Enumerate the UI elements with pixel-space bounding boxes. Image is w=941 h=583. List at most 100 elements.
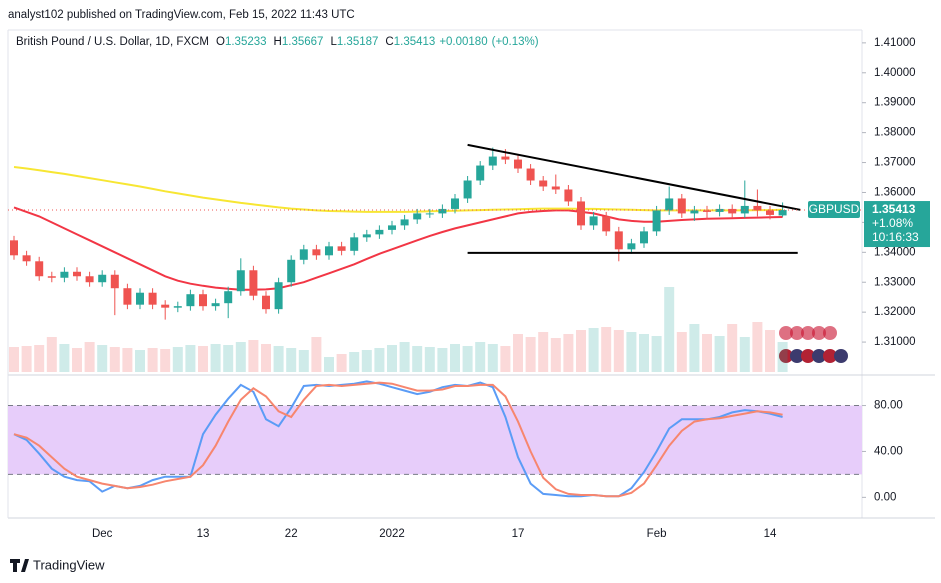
candle-body <box>388 225 396 230</box>
x-tick-label: 13 <box>197 528 210 540</box>
candle-body <box>98 274 107 283</box>
y-tick-label: 1.36000 <box>874 187 916 199</box>
y-tick-label: 1.32000 <box>874 306 916 318</box>
volume-bar <box>462 346 473 372</box>
candle-body <box>451 198 459 209</box>
volume-bar <box>374 348 385 372</box>
candle-body <box>287 259 296 283</box>
volume-bar <box>109 347 120 372</box>
candle-body <box>10 240 18 256</box>
candle-body <box>627 243 636 250</box>
trendline <box>467 143 801 211</box>
volume-bar <box>613 330 624 372</box>
candle-body <box>60 271 69 278</box>
volume-bar <box>160 349 171 372</box>
moving-average <box>13 166 783 213</box>
x-tick-label: 22 <box>285 528 298 540</box>
ohlc-value: 1.35413 <box>394 36 436 48</box>
candle-body <box>652 210 661 232</box>
ohlc-value: 1.35233 <box>225 36 267 48</box>
volume-bar <box>487 344 498 372</box>
volume-bar <box>450 344 460 372</box>
candle-body <box>501 156 510 160</box>
y-tick-label: 1.39000 <box>874 97 916 109</box>
candle-body <box>778 210 787 216</box>
volume-bar <box>34 345 45 372</box>
ohlc-label: O <box>216 36 225 48</box>
volume-bar <box>765 330 775 372</box>
candle-body <box>526 168 535 181</box>
volume-bar <box>59 344 70 372</box>
volume-bar <box>412 346 423 372</box>
candle-body <box>47 276 56 278</box>
volume-bar <box>198 346 208 372</box>
candle-body <box>85 276 94 283</box>
volume-bar <box>311 337 322 372</box>
candle-body <box>728 208 737 214</box>
price-tag-countdown: 10:16:33 <box>872 230 919 244</box>
flag-icons <box>779 326 848 363</box>
volume-bar <box>739 337 750 372</box>
y-tick-label: 1.40000 <box>874 67 916 79</box>
y-tick-label: 1.34000 <box>874 246 916 258</box>
volume-bar <box>72 348 82 372</box>
volume-bar <box>538 332 549 372</box>
volume-bar <box>46 337 57 372</box>
legend-title: British Pound / U.S. Dollar, 1D, FXCM <box>16 36 209 48</box>
volume-bar <box>185 345 196 372</box>
volume-bar <box>349 352 360 372</box>
volume-bar <box>298 350 309 372</box>
candle-body <box>362 234 371 238</box>
candle-body <box>753 205 762 211</box>
candle-body <box>22 255 31 262</box>
legend-change-pct: (+0.13%) <box>492 36 539 48</box>
candle-body <box>123 288 132 305</box>
volume-bar <box>223 345 234 372</box>
volume-bar <box>714 336 725 372</box>
candle-body <box>325 246 333 256</box>
candle-body <box>337 246 346 251</box>
publisher: analyst102 published on TradingView.com,… <box>8 9 355 21</box>
y-tick-label: 1.38000 <box>874 127 916 139</box>
volume-bar <box>147 348 158 372</box>
volume-bar <box>777 342 788 372</box>
candle-body <box>640 231 648 244</box>
candle-body <box>236 270 245 292</box>
candle-body <box>199 294 207 307</box>
candle-body <box>110 274 119 289</box>
candle-body <box>136 292 144 305</box>
volume-bar <box>513 334 523 372</box>
volume-bar <box>576 330 586 372</box>
volume-bar <box>286 348 297 372</box>
candle-body <box>148 292 157 305</box>
x-tick-label: 14 <box>764 528 777 540</box>
candle-body <box>413 213 422 220</box>
volume-bar <box>361 350 372 372</box>
candle-body <box>577 201 585 226</box>
volume-bar <box>752 322 763 372</box>
footer-logo: TradingView <box>10 557 105 572</box>
candle-body <box>262 295 270 310</box>
volume-bar <box>601 327 612 372</box>
candle-body <box>350 237 359 251</box>
candle-body <box>161 304 170 308</box>
candle-body <box>274 282 283 310</box>
volume-bar <box>639 334 649 372</box>
candle-body <box>35 261 44 277</box>
symbol-tag-text: GBPUSD <box>809 202 860 216</box>
legend: British Pound / U.S. Dollar, 1D, FXCM O1.… <box>16 36 539 48</box>
volume-bar <box>563 334 574 372</box>
candle-body <box>73 271 81 277</box>
footer-text: TradingView <box>33 557 105 572</box>
volume-bar <box>210 344 221 372</box>
candle-body <box>514 159 522 169</box>
volume-bar <box>21 346 32 372</box>
candle-body <box>539 180 548 187</box>
symbol-tag <box>808 201 860 219</box>
candle-body <box>703 210 711 212</box>
candle-body <box>602 216 611 232</box>
y-tick-label: 1.37000 <box>874 157 916 169</box>
volume-bar <box>689 324 700 372</box>
x-tick-label: Dec <box>92 528 113 540</box>
candle-body <box>690 210 699 214</box>
